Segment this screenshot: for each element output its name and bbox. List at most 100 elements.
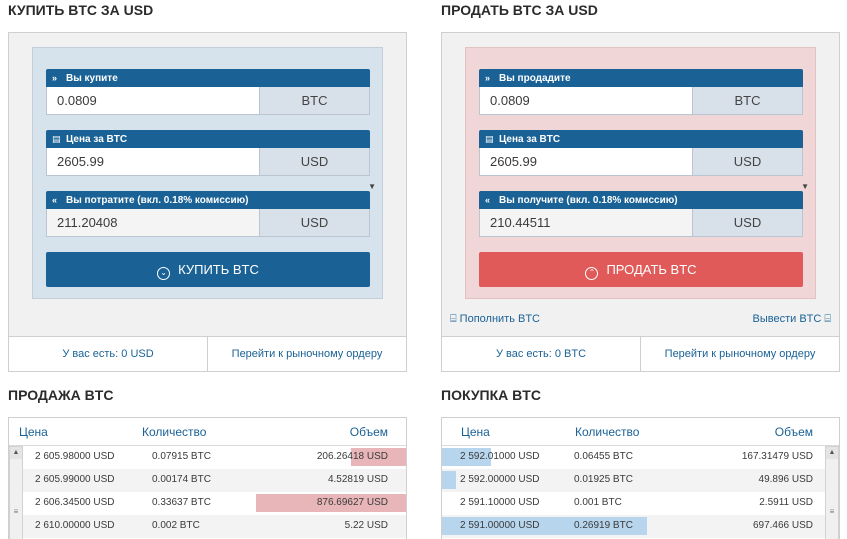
buy-balance-link[interactable]: У вас есть: 0 USD xyxy=(62,348,154,360)
buy-total-currency: USD xyxy=(259,209,369,236)
buy-amount-header: » Вы купите xyxy=(46,69,370,87)
order-row[interactable]: 2 592.00000 USD 0.01925 BTC 49.896 USD xyxy=(442,469,839,492)
double-chevron-left-icon: « xyxy=(485,195,491,205)
order-volume: 4.52819 USD xyxy=(327,474,388,485)
deposit-btc-label: Пополнить BTC xyxy=(459,313,540,325)
buy-price-field: ▤ Цена за BTC 2605.99 USD xyxy=(46,130,370,176)
buy-orders-table: Цена Количество Объем 2 592.01000 USD 0.0… xyxy=(441,417,840,539)
sell-amount-field: » Вы продадите 0.0809 BTC xyxy=(479,69,803,115)
sell-amount-input[interactable]: 0.0809 xyxy=(480,87,692,114)
order-volume: 697.466 USD xyxy=(752,520,813,531)
sell-price-label: Цена за BTC xyxy=(499,134,561,145)
order-volume: 167.31479 USD xyxy=(741,451,813,462)
order-volume: 2.5911 USD xyxy=(759,497,813,508)
scroll-grip-icon[interactable]: ≡ xyxy=(13,507,19,516)
price-tag-icon: ▤ xyxy=(52,134,61,144)
buy-amount-label: Вы купите xyxy=(66,73,118,84)
order-row[interactable]: 2 592.01000 USD 0.06455 BTC 167.31479 USD xyxy=(442,446,839,469)
sell-total-currency: USD xyxy=(692,209,802,236)
order-quantity: 0.07915 BTC xyxy=(152,451,211,462)
sell-amount-header: » Вы продадите xyxy=(479,69,803,87)
buy-section-title: КУПИТЬ BTC ЗА USD xyxy=(8,2,154,18)
caret-down-icon[interactable]: ▼ xyxy=(801,182,809,191)
buy-footer: У вас есть: 0 USD Перейти к рыночному ор… xyxy=(9,336,406,371)
buy-amount-input[interactable]: 0.0809 xyxy=(47,87,259,114)
sell-market-order-link[interactable]: Перейти к рыночному ордеру xyxy=(640,337,839,371)
column-quantity[interactable]: Количество xyxy=(142,425,207,439)
scroll-up-icon[interactable]: ▲ xyxy=(10,447,22,459)
order-volume: 5.22 USD xyxy=(344,520,388,531)
sell-amount-label: Вы продадите xyxy=(499,73,571,84)
buy-price-currency: USD xyxy=(259,148,369,175)
buy-form: » Вы купите 0.0809 BTC ▤ Цена за BTC 2605.… xyxy=(32,47,383,299)
order-quantity: 0.33637 BTC xyxy=(152,497,211,508)
order-price: 2 605.99000 USD xyxy=(35,474,115,485)
sell-orders-table: Цена Количество Объем 2 605.98000 USD 0.0… xyxy=(8,417,407,539)
chevron-up-circle-icon: ⌃ xyxy=(585,267,599,280)
sell-total-value[interactable]: 210.44511 xyxy=(480,209,692,236)
order-row[interactable]: 2 591.00000 USD 0.26919 BTC 697.466 USD xyxy=(442,515,839,538)
order-price: 2 592.01000 USD xyxy=(460,451,540,462)
column-volume[interactable]: Объем xyxy=(774,425,813,439)
double-chevron-right-icon: » xyxy=(52,73,58,83)
buy-form-panel: » Вы купите 0.0809 BTC ▤ Цена за BTC 2605.… xyxy=(8,32,407,372)
sell-section-title: ПРОДАТЬ BTC ЗА USD xyxy=(441,2,598,18)
order-row[interactable]: 2 605.99000 USD 0.00174 BTC 4.52819 USD xyxy=(9,469,406,492)
scroll-up-icon[interactable]: ▲ xyxy=(826,447,838,459)
sell-total-header: « Вы получите (вкл. 0.18% комиссию) xyxy=(479,191,803,209)
column-price[interactable]: Цена xyxy=(461,425,490,439)
buy-market-order-link[interactable]: Перейти к рыночному ордеру xyxy=(207,337,406,371)
buy-button-label: КУПИТЬ BTC xyxy=(178,262,259,277)
order-price: 2 591.10000 USD xyxy=(460,497,540,508)
column-quantity[interactable]: Количество xyxy=(575,425,640,439)
order-price: 2 606.34500 USD xyxy=(35,497,115,508)
order-quantity: 0.06455 BTC xyxy=(574,451,633,462)
buy-total-value[interactable]: 211.20408 xyxy=(47,209,259,236)
sell-total-field: « Вы получите (вкл. 0.18% комиссию) 210.4… xyxy=(479,191,803,237)
depth-bar xyxy=(350,448,406,466)
scroll-grip-icon[interactable]: ≡ xyxy=(829,507,835,516)
double-chevron-right-icon: » xyxy=(485,73,491,83)
sell-price-header: ▤ Цена за BTC xyxy=(479,130,803,148)
sell-footer: У вас есть: 0 BTC Перейти к рыночному ор… xyxy=(442,336,839,371)
sell-button-label: ПРОДАТЬ BTC xyxy=(606,262,697,277)
buy-orders-header: Цена Количество Объем xyxy=(442,418,839,446)
order-row[interactable]: 2 605.98000 USD 0.07915 BTC 206.26418 USD xyxy=(9,446,406,469)
sell-price-field: ▤ Цена за BTC 2605.99 USD xyxy=(479,130,803,176)
sell-form: » Вы продадите 0.0809 BTC ▤ Цена за BTC 26… xyxy=(465,47,816,299)
depth-bar xyxy=(256,494,406,512)
sell-balance-link[interactable]: У вас есть: 0 BTC xyxy=(495,348,587,360)
double-chevron-left-icon: « xyxy=(52,195,58,205)
buy-orders-title: ПОКУПКА BTC xyxy=(441,387,541,403)
buy-price-input[interactable]: 2605.99 xyxy=(47,148,259,175)
buy-orders-body: 2 592.01000 USD 0.06455 BTC 167.31479 USD 2… xyxy=(442,446,839,538)
order-quantity: 0.00174 BTC xyxy=(152,474,211,485)
order-quantity: 0.002 BTC xyxy=(152,520,200,531)
buy-amount-currency: BTC xyxy=(259,87,369,114)
buy-amount-field: » Вы купите 0.0809 BTC xyxy=(46,69,370,115)
order-row[interactable]: 2 591.10000 USD 0.001 BTC 2.5911 USD xyxy=(442,492,839,515)
caret-down-icon[interactable]: ▼ xyxy=(368,182,376,191)
buy-total-header: « Вы потратите (вкл. 0.18% комиссию) xyxy=(46,191,370,209)
sell-button[interactable]: ⌃ ПРОДАТЬ BTC xyxy=(479,252,803,287)
deposit-btc-link[interactable]: ⌸ Пополнить BTC xyxy=(450,313,540,326)
order-row[interactable]: 2 610.00000 USD 0.002 BTC 5.22 USD xyxy=(9,515,406,538)
sell-price-currency: USD xyxy=(692,148,802,175)
order-quantity: 0.01925 BTC xyxy=(574,474,633,485)
order-quantity: 0.001 BTC xyxy=(574,497,622,508)
order-volume: 876.69627 USD xyxy=(316,497,388,508)
buy-price-header: ▤ Цена за BTC xyxy=(46,130,370,148)
buy-price-label: Цена за BTC xyxy=(66,134,128,145)
buy-orders-scrollbar[interactable]: ▲ ≡ xyxy=(825,446,839,539)
sell-price-input[interactable]: 2605.99 xyxy=(480,148,692,175)
buy-button[interactable]: ⌄ КУПИТЬ BTC xyxy=(46,252,370,287)
sell-orders-scrollbar[interactable]: ▲ ≡ xyxy=(9,446,23,539)
depth-bar xyxy=(442,448,492,466)
chevron-down-circle-icon: ⌄ xyxy=(157,267,171,280)
column-price[interactable]: Цена xyxy=(19,425,48,439)
withdraw-btc-link[interactable]: Вывести BTC ⌸ xyxy=(753,313,832,326)
order-row[interactable]: 2 606.34500 USD 0.33637 BTC 876.69627 USD xyxy=(9,492,406,515)
buy-total-field: « Вы потратите (вкл. 0.18% комиссию) 211.… xyxy=(46,191,370,237)
column-volume[interactable]: Объем xyxy=(349,425,388,439)
sell-total-label: Вы получите (вкл. 0.18% комиссию) xyxy=(499,195,678,206)
